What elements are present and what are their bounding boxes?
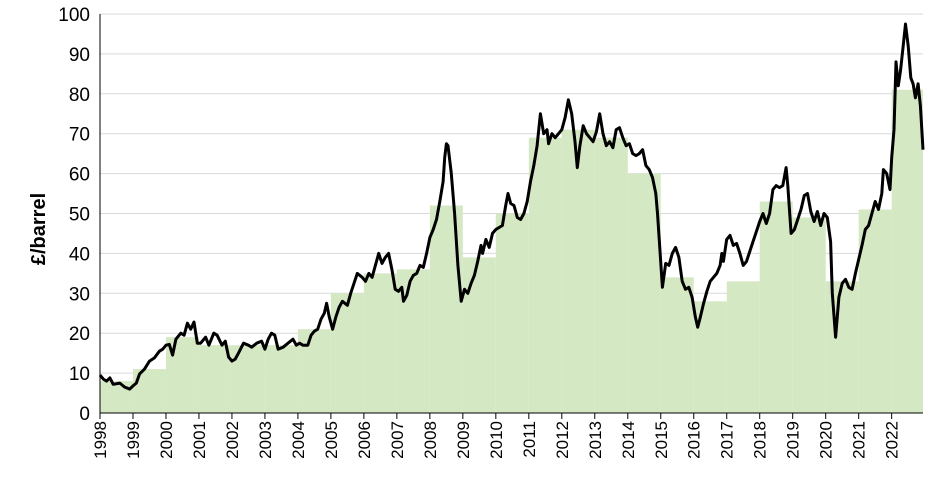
y-tick-label: 90 [69,45,90,66]
area-step-bar [726,281,760,413]
x-tick-label: 2010 [487,421,506,459]
y-tick-label: 40 [69,244,90,265]
area-step-bar [891,89,923,413]
x-tick-label: 2002 [223,421,242,459]
x-tick-label: 2001 [190,421,209,459]
y-tick-label: 60 [69,165,90,186]
area-step-bar [330,293,364,413]
y-tick-label: 0 [79,404,90,425]
area-step-bar [759,201,793,413]
y-tick-label: 30 [69,284,90,305]
x-tick-label: 2008 [421,421,440,459]
area-step-bar [264,345,298,413]
x-tick-label: 2012 [553,421,572,459]
y-tick-label: 20 [69,324,90,345]
y-tick-labels: 0 10 20 30 40 50 60 70 80 90 100 [58,5,90,425]
area-step-bar [100,381,133,413]
x-tick-label: 2013 [586,421,605,459]
x-tick-labels: 1998 1999 2000 2001 2002 2003 2004 2005 2006 2007… [91,421,902,459]
x-tick-label: 2014 [619,421,638,459]
area-step-bar [198,345,232,413]
line-series [98,22,925,391]
x-tick-label: 2015 [652,421,671,459]
area-step-bar [792,217,826,413]
area-step-bar [660,277,694,413]
x-tick-label: 2020 [817,421,836,459]
x-tick-label: 2017 [718,421,737,459]
area-step-bar [495,213,529,413]
x-tick-label: 2000 [157,421,176,459]
axes [99,14,923,419]
x-tick-label: 1999 [124,421,143,459]
y-tick-label: 50 [69,205,90,226]
area-series [100,89,923,413]
area-step-bar [594,137,628,413]
area-step-bar [627,173,661,413]
x-tick-label: 2004 [289,421,308,459]
y-tick-label: 100 [58,5,90,26]
y-tick-label: 10 [69,364,90,385]
x-tick-label: 2021 [850,421,869,459]
x-tick-label: 2022 [883,421,902,459]
x-tick-label: 2009 [454,421,473,459]
area-step-bar [825,281,859,413]
x-tick-label: 2005 [322,421,341,459]
area-step-bar [561,129,595,413]
x-tick-label: 2003 [256,421,275,459]
y-tick-label: 80 [69,85,90,106]
x-tick-label: 2006 [355,421,374,459]
price-line [98,22,925,391]
x-tick-label: 2018 [751,421,770,459]
x-tick-label: 2016 [685,421,704,459]
area-step-bar [363,273,397,413]
y-tick-label: 70 [69,125,90,146]
area-step-bar [429,205,463,413]
area-step-bar [297,329,331,413]
x-tick-label: 2007 [388,421,407,459]
area-step-bar [528,137,562,413]
x-tick-label: 2019 [784,421,803,459]
area-step-bar [858,209,892,413]
y-axis-label: £/barrel [28,193,50,265]
x-tick-label: 2011 [520,421,539,458]
x-tick-label: 1998 [91,421,110,459]
area-step-bar [462,257,496,413]
